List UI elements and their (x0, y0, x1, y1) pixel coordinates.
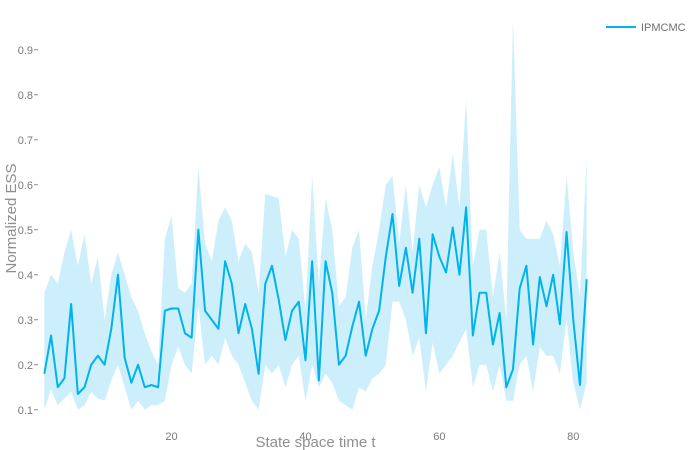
y-tick-label: 0.2 (18, 360, 33, 372)
y-axis-ticks: 0.1 0.2 0.3 0.4 0.5 0.6 0.7 0.8 0.9 (18, 45, 38, 417)
y-tick-label: 0.4 (18, 270, 33, 282)
y-tick-label: 0.9 (18, 45, 33, 57)
confidence-band-ipmcmc (44, 18, 587, 410)
legend[interactable]: IPMCMC (606, 22, 686, 34)
x-tick-label: 20 (165, 431, 177, 443)
series-line-ipmcmc[interactable] (43, 206, 588, 395)
series-line-layer (43, 206, 588, 395)
y-tick-label: 0.3 (18, 315, 33, 327)
x-tick-label: 40 (299, 431, 311, 443)
y-tick-label: 0.6 (18, 180, 33, 192)
x-tick-label: 60 (433, 431, 445, 443)
x-axis-ticks: 20 40 60 80 (165, 431, 579, 443)
x-tick-label: 80 (567, 431, 579, 443)
y-tick-label: 0.5 (18, 225, 33, 237)
y-axis-title: Normalized ESS (3, 163, 20, 273)
y-tick-label: 0.1 (18, 405, 33, 417)
x-axis-title: State space time t (255, 434, 376, 450)
confidence-band-layer (44, 18, 587, 410)
legend-label-ipmcmc: IPMCMC (641, 22, 686, 34)
y-tick-label: 0.7 (18, 135, 33, 147)
y-tick-label: 0.8 (18, 90, 33, 102)
